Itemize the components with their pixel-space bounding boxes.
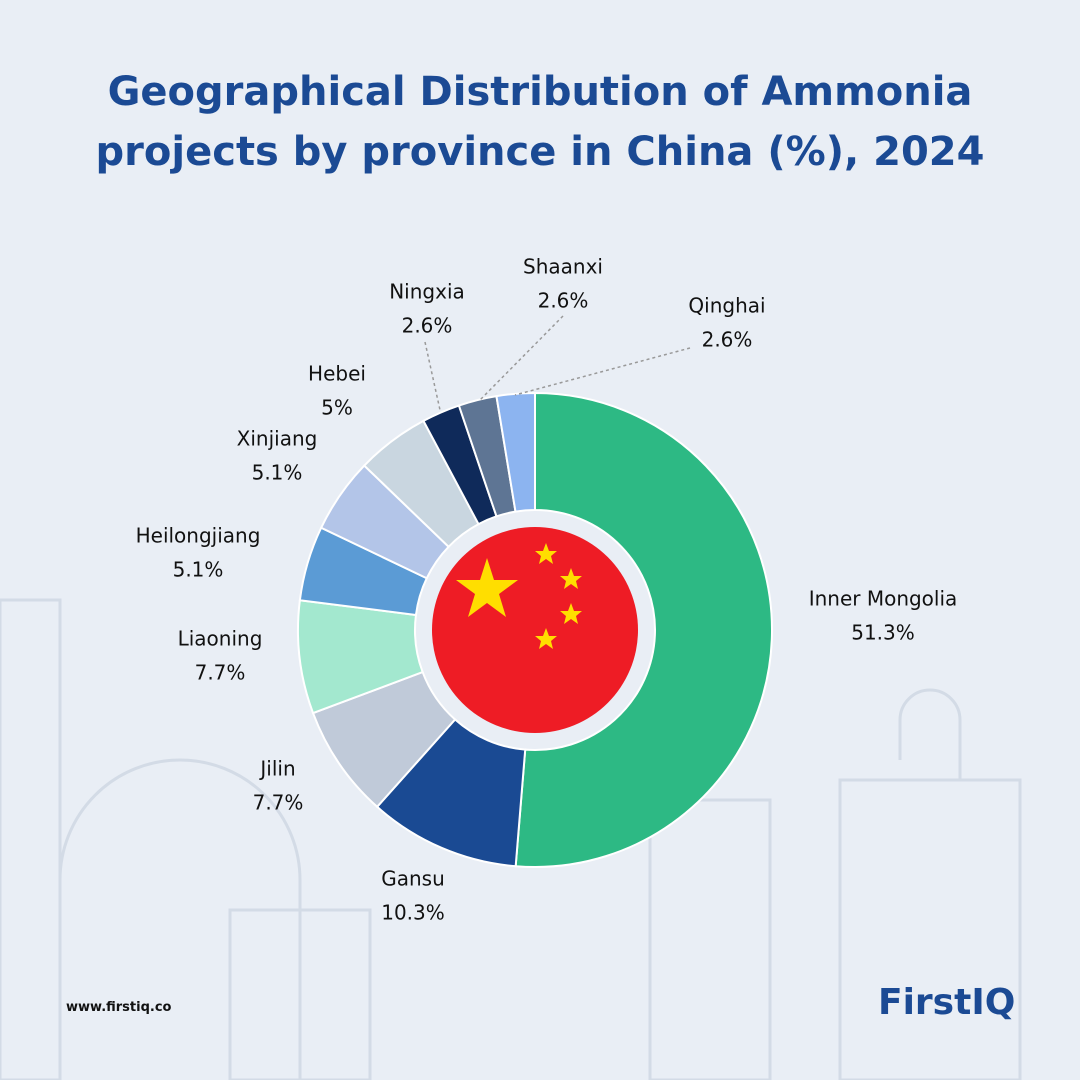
donut-slice xyxy=(514,391,773,868)
slice-label: Liaoning xyxy=(178,627,263,651)
slice-label: Qinghai xyxy=(688,294,765,318)
flag xyxy=(432,527,638,733)
slice-value: 5% xyxy=(321,396,353,420)
leader-line xyxy=(514,347,691,396)
flag-stars xyxy=(456,543,582,649)
slice-value: 2.6% xyxy=(538,289,589,313)
chart-title: Geographical Distribution of Ammonia pro… xyxy=(95,69,985,175)
slice-value: 2.6% xyxy=(702,328,753,352)
leader-line xyxy=(424,341,441,411)
slice-label: Inner Mongolia xyxy=(809,587,958,611)
slice-value: 7.7% xyxy=(253,791,304,815)
slice-value: 2.6% xyxy=(402,314,453,338)
background-skyline xyxy=(0,598,1022,1080)
donut-slice xyxy=(495,391,536,513)
leader-line xyxy=(479,315,564,401)
slice-value: 10.3% xyxy=(381,901,445,925)
slice-label: Heilongjiang xyxy=(136,524,261,548)
brand-logo: FirstIQ xyxy=(878,982,1016,1023)
slice-label: Shaanxi xyxy=(523,255,603,279)
slice-label: Gansu xyxy=(381,867,445,891)
slice-label: Jilin xyxy=(258,757,295,781)
slice-value: 7.7% xyxy=(195,661,246,685)
website-url: www.firstiq.co xyxy=(66,1000,172,1015)
slice-label: Hebei xyxy=(308,362,366,386)
slice-value: 5.1% xyxy=(173,558,224,582)
slice-value: 5.1% xyxy=(252,461,303,485)
slice-label: Xinjiang xyxy=(237,427,318,451)
slice-value: 51.3% xyxy=(851,621,915,645)
slice-label: Ningxia xyxy=(389,280,465,304)
